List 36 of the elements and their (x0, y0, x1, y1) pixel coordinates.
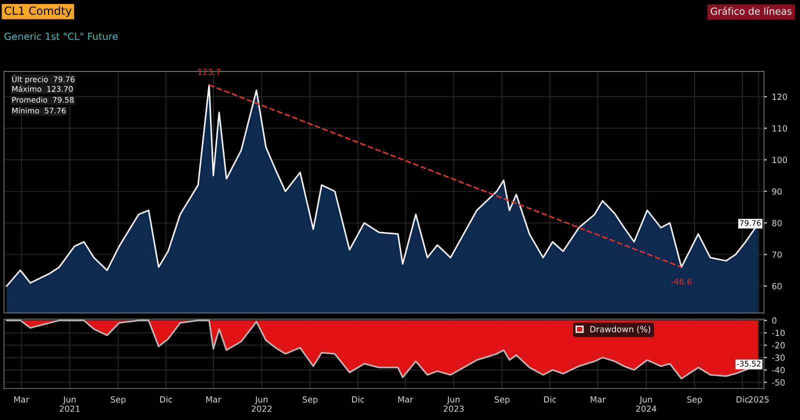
chart-subtitle: Generic 1st "CL" Future (4, 32, 118, 40)
x-tick-label: Mar (398, 396, 414, 403)
x-tick-label: Sep (302, 396, 318, 404)
x-tick-label: 2025 (748, 396, 769, 403)
x-tick-label: Jun 2024 (636, 396, 656, 412)
x-tick-label: Sep (110, 396, 126, 404)
y-tick-label: -50 (772, 379, 785, 386)
x-tick-label: Jun 2022 (252, 396, 272, 412)
y-tick-label: -20 (772, 342, 785, 348)
x-tick-label: Dic (352, 396, 364, 403)
x-tick-label: Mar (206, 396, 222, 403)
y-tick-label: 110 (772, 125, 787, 132)
y-tick-label: -10 (772, 330, 785, 336)
x-tick-label: Sep (494, 396, 510, 404)
y-tick-label: 0 (772, 317, 776, 324)
x-tick-label: Sep (687, 396, 702, 404)
y-tick-label: 80 (772, 220, 782, 226)
x-tick-label: Mar (14, 396, 30, 403)
x-tick-label: Dic (736, 396, 749, 403)
y-tick-label: -30 (772, 354, 785, 361)
x-tick-label: Jun 2021 (60, 396, 80, 412)
text: Gráfico de líneas (710, 6, 792, 15)
annotation: -46.6 (671, 278, 692, 285)
x-tick-label: Dic (160, 396, 172, 403)
x-tick-label: Jun 2023 (444, 396, 464, 412)
y-tick-label: 120 (772, 94, 787, 100)
y-tick-label: 90 (772, 188, 782, 195)
x-tick-label: Dic (544, 396, 556, 403)
y-tick-label: 70 (772, 251, 782, 258)
y-tick-label: 100 (772, 156, 787, 164)
y-tick-label: -40 (772, 366, 785, 374)
x-tick-label: Mar (590, 396, 606, 403)
y-tick-label: 60 (772, 283, 782, 290)
legend-label: Drawdown (%) (590, 326, 650, 334)
chart-title: CL1 Comdty (4, 6, 72, 18)
annotation: 123.7 (198, 68, 220, 76)
